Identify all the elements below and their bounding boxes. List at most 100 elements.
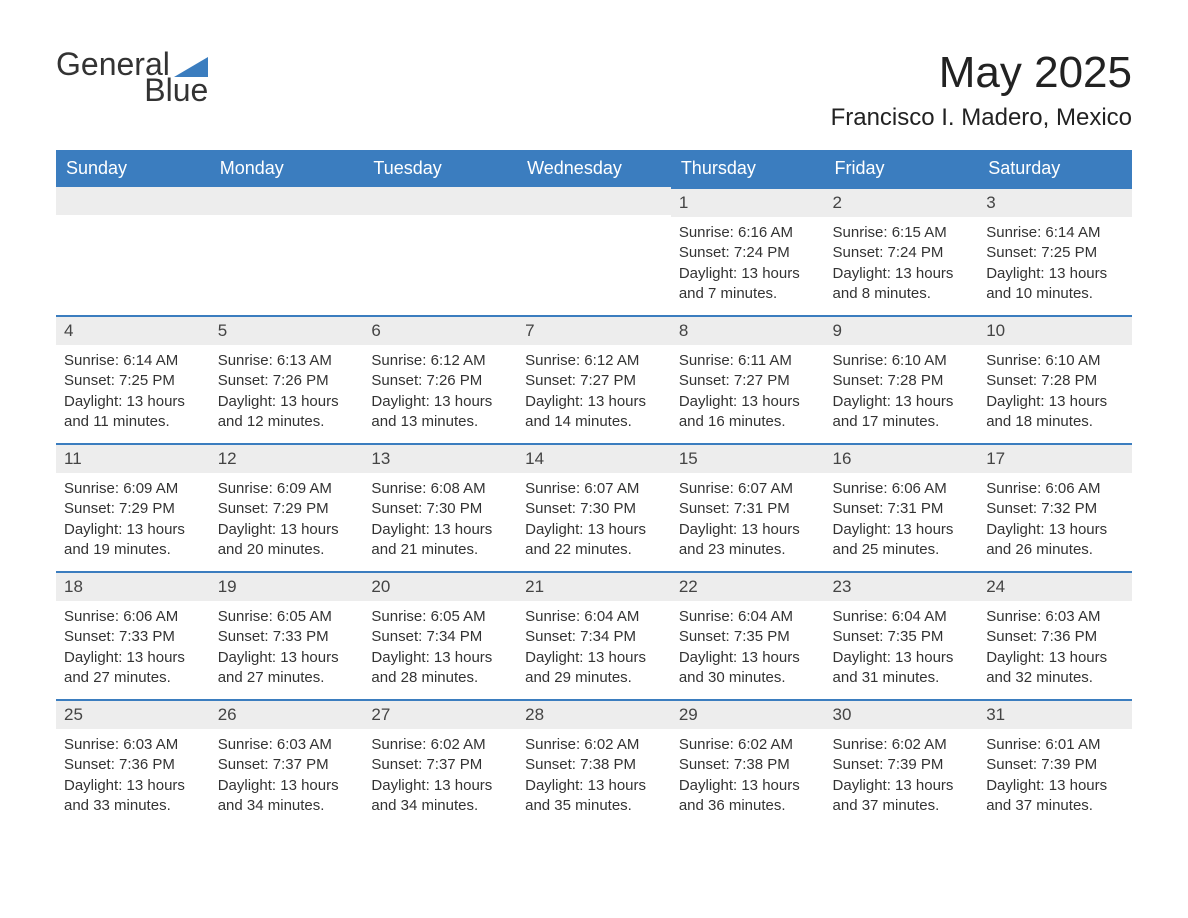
day-details: Sunrise: 6:14 AMSunset: 7:25 PMDaylight:… [56, 345, 210, 442]
sunrise-line: Sunrise: 6:10 AM [986, 351, 1124, 371]
day-details: Sunrise: 6:13 AMSunset: 7:26 PMDaylight:… [210, 345, 364, 442]
day-number: 9 [825, 315, 979, 345]
calendar-day-cell: 20Sunrise: 6:05 AMSunset: 7:34 PMDayligh… [363, 571, 517, 699]
day-details: Sunrise: 6:02 AMSunset: 7:37 PMDaylight:… [363, 729, 517, 826]
daylight-line: Daylight: 13 hours and 7 minutes. [679, 264, 817, 305]
sunrise-line: Sunrise: 6:01 AM [986, 735, 1124, 755]
sunset-line: Sunset: 7:25 PM [986, 243, 1124, 263]
calendar-day-cell: 30Sunrise: 6:02 AMSunset: 7:39 PMDayligh… [825, 699, 979, 827]
day-details: Sunrise: 6:04 AMSunset: 7:34 PMDaylight:… [517, 601, 671, 698]
day-details: Sunrise: 6:10 AMSunset: 7:28 PMDaylight:… [978, 345, 1132, 442]
day-details: Sunrise: 6:12 AMSunset: 7:27 PMDaylight:… [517, 345, 671, 442]
sunrise-line: Sunrise: 6:06 AM [64, 607, 202, 627]
empty-daynum-strip [210, 187, 364, 215]
day-number: 11 [56, 443, 210, 473]
day-details: Sunrise: 6:14 AMSunset: 7:25 PMDaylight:… [978, 217, 1132, 314]
sunset-line: Sunset: 7:31 PM [679, 499, 817, 519]
daylight-line: Daylight: 13 hours and 19 minutes. [64, 520, 202, 561]
sunrise-line: Sunrise: 6:06 AM [833, 479, 971, 499]
month-title: May 2025 [831, 48, 1132, 98]
daylight-line: Daylight: 13 hours and 29 minutes. [525, 648, 663, 689]
calendar-empty-cell [363, 187, 517, 315]
day-details: Sunrise: 6:02 AMSunset: 7:38 PMDaylight:… [671, 729, 825, 826]
sunrise-line: Sunrise: 6:02 AM [679, 735, 817, 755]
day-details: Sunrise: 6:08 AMSunset: 7:30 PMDaylight:… [363, 473, 517, 570]
sunrise-line: Sunrise: 6:04 AM [525, 607, 663, 627]
day-number: 1 [671, 187, 825, 217]
day-number: 29 [671, 699, 825, 729]
sunrise-line: Sunrise: 6:09 AM [218, 479, 356, 499]
sunset-line: Sunset: 7:36 PM [986, 627, 1124, 647]
sunrise-line: Sunrise: 6:14 AM [986, 223, 1124, 243]
logo-text-wrap: General Blue [56, 48, 208, 106]
calendar-day-cell: 8Sunrise: 6:11 AMSunset: 7:27 PMDaylight… [671, 315, 825, 443]
sunrise-line: Sunrise: 6:03 AM [218, 735, 356, 755]
day-number: 13 [363, 443, 517, 473]
daylight-line: Daylight: 13 hours and 21 minutes. [371, 520, 509, 561]
day-number: 7 [517, 315, 671, 345]
title-block: May 2025 Francisco I. Madero, Mexico [831, 48, 1132, 142]
sunrise-line: Sunrise: 6:02 AM [371, 735, 509, 755]
daylight-line: Daylight: 13 hours and 18 minutes. [986, 392, 1124, 433]
sunset-line: Sunset: 7:26 PM [218, 371, 356, 391]
day-number: 25 [56, 699, 210, 729]
daylight-line: Daylight: 13 hours and 13 minutes. [371, 392, 509, 433]
calendar-body: 1Sunrise: 6:16 AMSunset: 7:24 PMDaylight… [56, 187, 1132, 827]
weekday-header: Friday [825, 150, 979, 187]
calendar-day-cell: 6Sunrise: 6:12 AMSunset: 7:26 PMDaylight… [363, 315, 517, 443]
sunset-line: Sunset: 7:27 PM [525, 371, 663, 391]
day-number: 4 [56, 315, 210, 345]
daylight-line: Daylight: 13 hours and 34 minutes. [371, 776, 509, 817]
calendar-day-cell: 5Sunrise: 6:13 AMSunset: 7:26 PMDaylight… [210, 315, 364, 443]
day-details: Sunrise: 6:04 AMSunset: 7:35 PMDaylight:… [671, 601, 825, 698]
day-number: 2 [825, 187, 979, 217]
day-details: Sunrise: 6:05 AMSunset: 7:34 PMDaylight:… [363, 601, 517, 698]
calendar-day-cell: 7Sunrise: 6:12 AMSunset: 7:27 PMDaylight… [517, 315, 671, 443]
daylight-line: Daylight: 13 hours and 25 minutes. [833, 520, 971, 561]
day-details: Sunrise: 6:07 AMSunset: 7:31 PMDaylight:… [671, 473, 825, 570]
day-number: 15 [671, 443, 825, 473]
weekday-header: Thursday [671, 150, 825, 187]
sunset-line: Sunset: 7:39 PM [986, 755, 1124, 775]
sunset-line: Sunset: 7:26 PM [371, 371, 509, 391]
day-details: Sunrise: 6:16 AMSunset: 7:24 PMDaylight:… [671, 217, 825, 314]
calendar-day-cell: 21Sunrise: 6:04 AMSunset: 7:34 PMDayligh… [517, 571, 671, 699]
sunset-line: Sunset: 7:37 PM [218, 755, 356, 775]
sunrise-line: Sunrise: 6:05 AM [371, 607, 509, 627]
header: General Blue May 2025 Francisco I. Mader… [56, 48, 1132, 142]
day-number: 31 [978, 699, 1132, 729]
daylight-line: Daylight: 13 hours and 37 minutes. [833, 776, 971, 817]
calendar-day-cell: 18Sunrise: 6:06 AMSunset: 7:33 PMDayligh… [56, 571, 210, 699]
weekday-header: Saturday [978, 150, 1132, 187]
calendar-table: SundayMondayTuesdayWednesdayThursdayFrid… [56, 150, 1132, 827]
calendar-day-cell: 29Sunrise: 6:02 AMSunset: 7:38 PMDayligh… [671, 699, 825, 827]
sunset-line: Sunset: 7:35 PM [679, 627, 817, 647]
daylight-line: Daylight: 13 hours and 34 minutes. [218, 776, 356, 817]
calendar-day-cell: 11Sunrise: 6:09 AMSunset: 7:29 PMDayligh… [56, 443, 210, 571]
calendar-day-cell: 12Sunrise: 6:09 AMSunset: 7:29 PMDayligh… [210, 443, 364, 571]
sunset-line: Sunset: 7:38 PM [679, 755, 817, 775]
sunset-line: Sunset: 7:33 PM [218, 627, 356, 647]
day-number: 20 [363, 571, 517, 601]
sunset-line: Sunset: 7:30 PM [371, 499, 509, 519]
sunrise-line: Sunrise: 6:07 AM [679, 479, 817, 499]
calendar-day-cell: 22Sunrise: 6:04 AMSunset: 7:35 PMDayligh… [671, 571, 825, 699]
weekday-header: Wednesday [517, 150, 671, 187]
calendar-day-cell: 10Sunrise: 6:10 AMSunset: 7:28 PMDayligh… [978, 315, 1132, 443]
daylight-line: Daylight: 13 hours and 8 minutes. [833, 264, 971, 305]
daylight-line: Daylight: 13 hours and 12 minutes. [218, 392, 356, 433]
day-details: Sunrise: 6:11 AMSunset: 7:27 PMDaylight:… [671, 345, 825, 442]
sunset-line: Sunset: 7:29 PM [218, 499, 356, 519]
day-details: Sunrise: 6:06 AMSunset: 7:32 PMDaylight:… [978, 473, 1132, 570]
day-details: Sunrise: 6:09 AMSunset: 7:29 PMDaylight:… [56, 473, 210, 570]
day-number: 24 [978, 571, 1132, 601]
sunset-line: Sunset: 7:32 PM [986, 499, 1124, 519]
day-details: Sunrise: 6:05 AMSunset: 7:33 PMDaylight:… [210, 601, 364, 698]
sunrise-line: Sunrise: 6:02 AM [833, 735, 971, 755]
calendar-week-row: 11Sunrise: 6:09 AMSunset: 7:29 PMDayligh… [56, 443, 1132, 571]
day-details: Sunrise: 6:04 AMSunset: 7:35 PMDaylight:… [825, 601, 979, 698]
day-number: 18 [56, 571, 210, 601]
calendar-day-cell: 4Sunrise: 6:14 AMSunset: 7:25 PMDaylight… [56, 315, 210, 443]
calendar-week-row: 25Sunrise: 6:03 AMSunset: 7:36 PMDayligh… [56, 699, 1132, 827]
daylight-line: Daylight: 13 hours and 31 minutes. [833, 648, 971, 689]
